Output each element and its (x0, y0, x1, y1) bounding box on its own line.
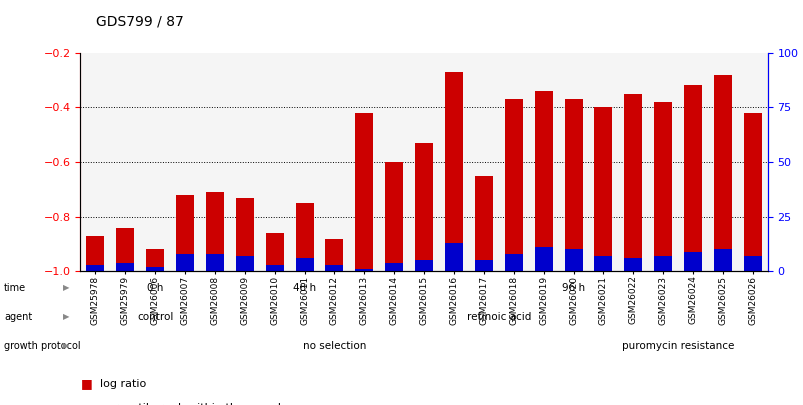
Text: GDS799 / 87: GDS799 / 87 (96, 14, 184, 28)
Bar (683, 85, 701, 271)
Bar (624, 94, 642, 271)
Bar (296, 203, 313, 271)
Bar (475, 260, 492, 271)
Bar (445, 243, 463, 271)
Text: ▶: ▶ (63, 312, 69, 321)
Bar (355, 269, 373, 271)
Bar (683, 252, 701, 271)
Bar (146, 249, 164, 271)
Bar (86, 236, 104, 271)
Text: ■: ■ (80, 377, 92, 390)
Bar (504, 99, 522, 271)
Bar (624, 258, 642, 271)
Bar (534, 91, 552, 271)
Text: agent: agent (4, 312, 32, 322)
Text: 96 h: 96 h (561, 283, 585, 292)
Bar (593, 107, 612, 271)
Bar (116, 228, 134, 271)
Bar (206, 254, 223, 271)
Bar (593, 256, 612, 271)
Bar (414, 143, 433, 271)
Bar (713, 249, 731, 271)
Bar (743, 256, 761, 271)
Text: 48 h: 48 h (292, 283, 316, 292)
Bar (296, 258, 313, 271)
Text: ■: ■ (80, 402, 92, 405)
Bar (475, 176, 492, 271)
Bar (235, 256, 254, 271)
Bar (265, 233, 283, 271)
Bar (355, 113, 373, 271)
Bar (534, 247, 552, 271)
Bar (325, 239, 343, 271)
Bar (385, 162, 402, 271)
Text: growth protocol: growth protocol (4, 341, 80, 351)
Bar (176, 254, 194, 271)
Bar (414, 260, 433, 271)
Bar (176, 195, 194, 271)
Bar (564, 249, 582, 271)
Bar (445, 72, 463, 271)
Text: puromycin resistance: puromycin resistance (622, 341, 733, 351)
Text: 0 h: 0 h (147, 283, 163, 292)
Text: percentile rank within the sample: percentile rank within the sample (100, 403, 288, 405)
Text: time: time (4, 283, 26, 292)
Bar (235, 198, 254, 271)
Bar (743, 113, 761, 271)
Text: retinoic acid: retinoic acid (466, 312, 530, 322)
Bar (713, 75, 731, 271)
Bar (654, 256, 671, 271)
Bar (86, 265, 104, 271)
Text: control: control (137, 312, 173, 322)
Bar (146, 267, 164, 271)
Bar (654, 102, 671, 271)
Bar (116, 262, 134, 271)
Text: log ratio: log ratio (100, 379, 147, 389)
Text: ▶: ▶ (63, 341, 69, 350)
Bar (564, 99, 582, 271)
Text: no selection: no selection (303, 341, 365, 351)
Text: ▶: ▶ (63, 283, 69, 292)
Bar (265, 265, 283, 271)
Bar (325, 265, 343, 271)
Bar (504, 254, 522, 271)
Bar (206, 192, 223, 271)
Bar (385, 262, 402, 271)
